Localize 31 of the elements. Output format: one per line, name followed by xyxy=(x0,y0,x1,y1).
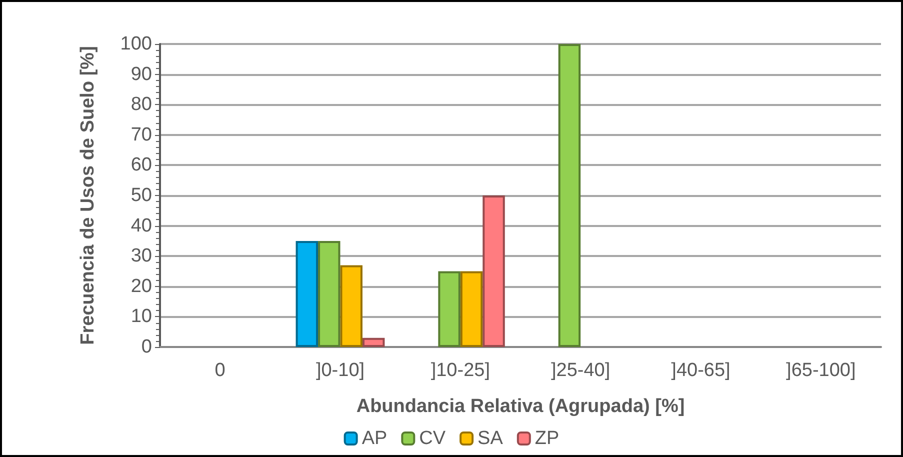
y-tick-label: 30 xyxy=(130,246,152,267)
bar xyxy=(438,271,460,347)
legend-label: AP xyxy=(362,428,388,449)
y-tick-label: 60 xyxy=(130,154,152,176)
legend-label: ZP xyxy=(534,428,560,449)
y-tick-label: 0 xyxy=(141,336,152,358)
bar xyxy=(362,338,385,347)
bar xyxy=(558,44,581,347)
x-tick-label: ]10-25] xyxy=(430,360,490,381)
y-tick-label: 40 xyxy=(130,215,152,236)
y-tick-label: 50 xyxy=(130,185,152,206)
y-tick-label: 100 xyxy=(120,34,152,54)
x-tick-label: 0 xyxy=(214,360,226,381)
x-tick-label: ]65-100] xyxy=(786,360,856,381)
bar xyxy=(340,265,362,347)
x-tick-label: ]0-10] xyxy=(316,360,365,381)
x-axis-title: Abundancia Relativa (Agrupada) [%] xyxy=(356,396,685,417)
y-tick-label: 80 xyxy=(130,94,152,116)
y-axis-title: Frecuencia de Usos de Suelo [%] xyxy=(78,46,98,345)
y-tick-label: 70 xyxy=(130,124,152,146)
y-tick-label: 90 xyxy=(130,64,152,85)
bar xyxy=(318,240,340,347)
bar xyxy=(460,271,483,347)
y-tick-label: 20 xyxy=(130,276,152,297)
x-tick-label: ]40-65] xyxy=(671,360,730,381)
bar xyxy=(296,240,318,347)
y-tick-label: 10 xyxy=(130,306,152,328)
legend-label: SA xyxy=(478,428,504,449)
legend-label: CV xyxy=(419,428,446,449)
x-tick-label: ]25-40] xyxy=(551,360,610,381)
bar xyxy=(482,196,505,347)
